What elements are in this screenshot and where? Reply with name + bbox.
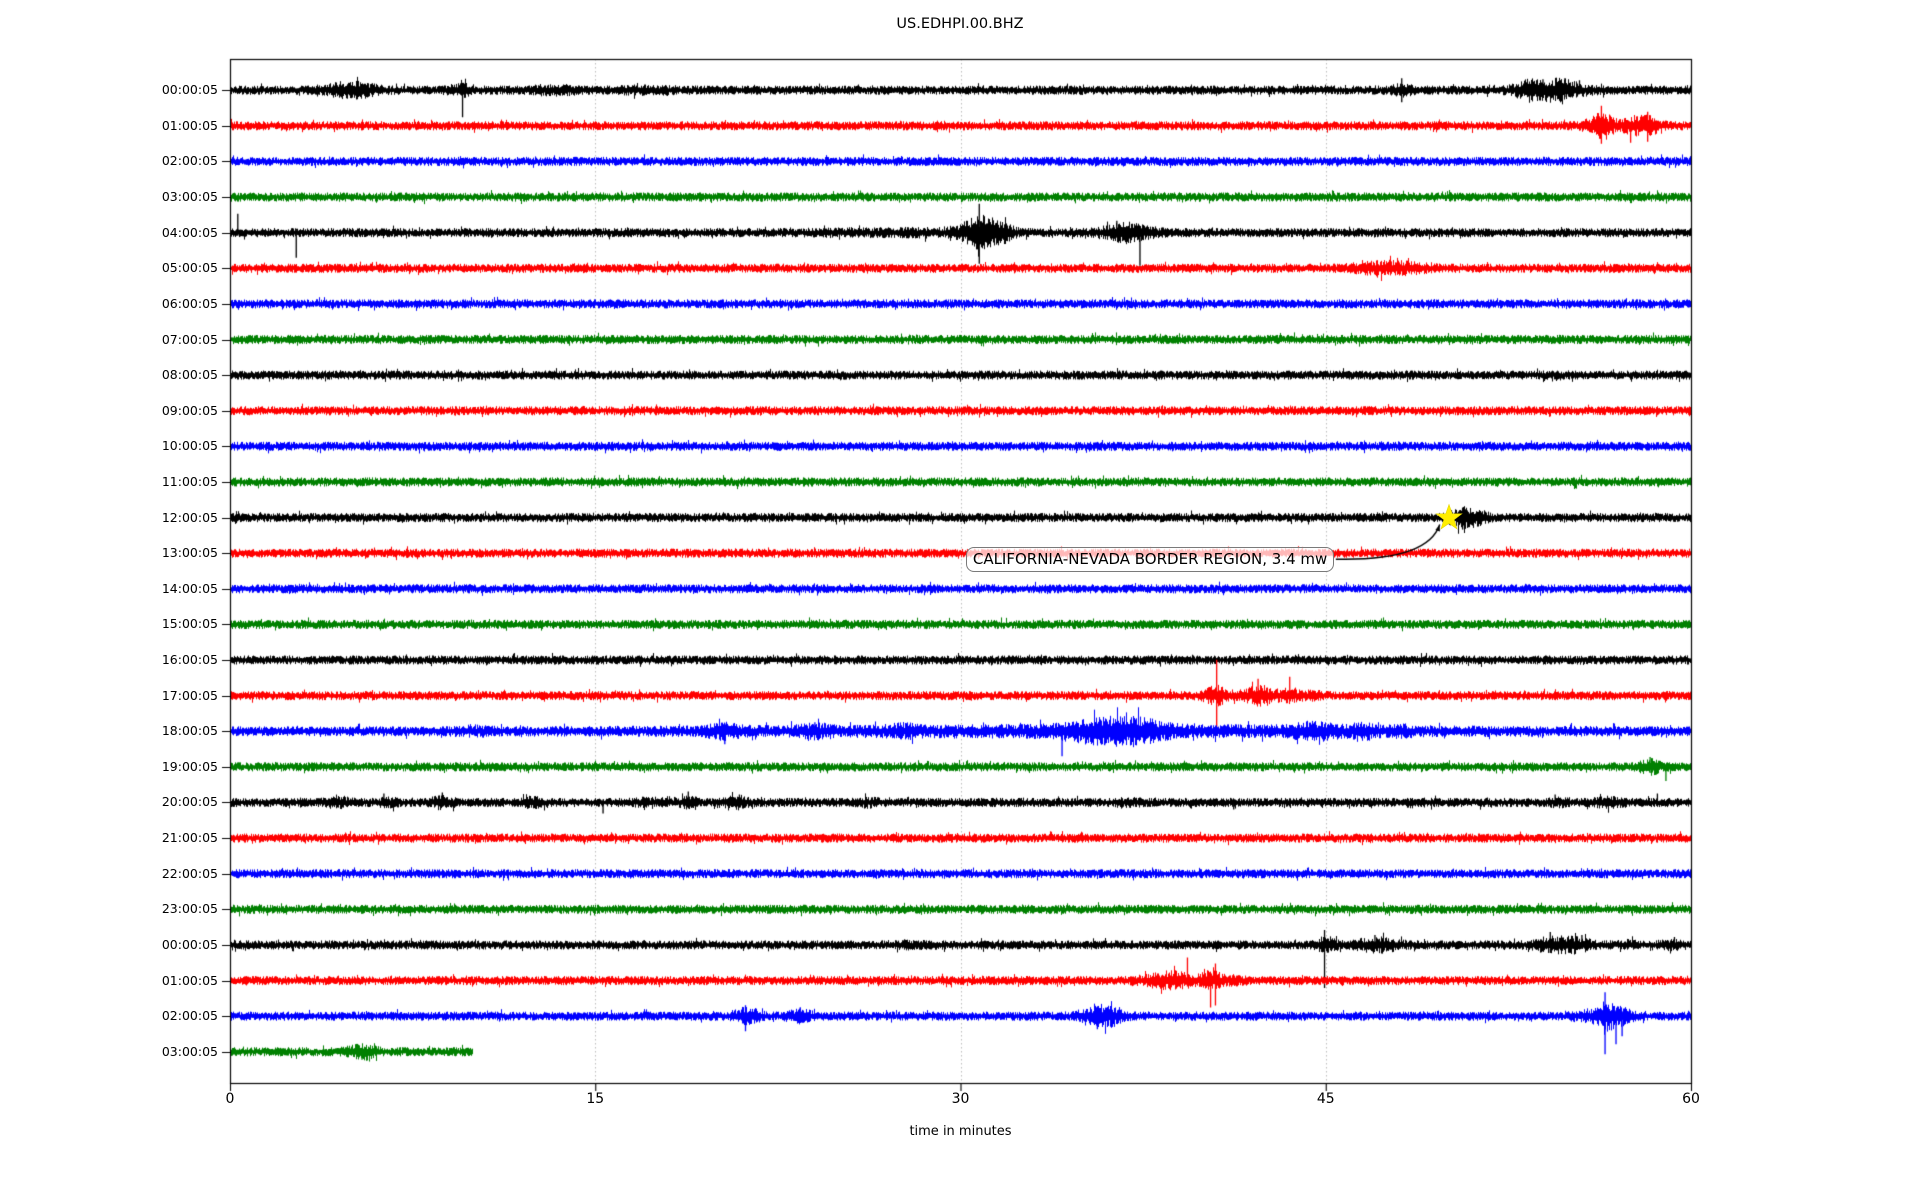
y-tick-label: 19:00:05 — [161, 758, 218, 774]
event-star-icon — [1434, 503, 1463, 530]
x-tick-label: 45 — [1316, 1091, 1335, 1107]
event-annotation-label: CALIFORNIA-NEVADA BORDER REGION, 3.4 mw — [965, 546, 1335, 572]
y-tick-label: 05:00:05 — [161, 260, 218, 276]
y-tick-label: 16:00:05 — [161, 652, 218, 668]
y-tick-label: 12:00:05 — [161, 509, 218, 525]
x-tick-label: 15 — [586, 1091, 605, 1107]
x-tick-label: 60 — [1682, 1091, 1700, 1107]
y-tick-label: 02:00:05 — [161, 1008, 218, 1024]
x-tick-label: 0 — [225, 1091, 235, 1107]
y-tick-label: 11:00:05 — [161, 473, 218, 489]
y-tick-label: 01:00:05 — [161, 117, 218, 133]
y-tick-label: 09:00:05 — [161, 402, 218, 418]
y-tick-label: 06:00:05 — [161, 295, 218, 311]
y-tick-label: 23:00:05 — [161, 901, 218, 917]
y-tick-label: 17:00:05 — [161, 687, 218, 703]
y-tick-label: 08:00:05 — [161, 367, 218, 383]
chart-title: US.EDHPI.00.BHZ — [896, 16, 1024, 32]
y-tick-label: 20:00:05 — [161, 794, 218, 810]
y-tick-label: 04:00:05 — [161, 224, 218, 240]
x-axis-label: time in minutes — [909, 1124, 1012, 1139]
y-tick-label: 00:00:05 — [161, 936, 218, 952]
y-tick-label: 02:00:05 — [161, 153, 218, 169]
y-tick-label: 01:00:05 — [161, 972, 218, 988]
y-tick-label: 13:00:05 — [161, 545, 218, 561]
y-tick-label: 03:00:05 — [161, 1043, 218, 1059]
y-tick-label: 00:00:05 — [161, 82, 218, 98]
y-tick-label: 10:00:05 — [161, 438, 218, 454]
y-tick-label: 21:00:05 — [161, 830, 218, 846]
y-tick-label: 14:00:05 — [161, 580, 218, 596]
y-tick-label: 03:00:05 — [161, 189, 218, 205]
y-tick-label: 18:00:05 — [161, 723, 218, 739]
y-tick-label: 22:00:05 — [161, 865, 218, 881]
y-tick-label: 15:00:05 — [161, 616, 218, 632]
y-tick-label: 07:00:05 — [161, 331, 218, 347]
x-tick-label: 30 — [951, 1091, 970, 1107]
